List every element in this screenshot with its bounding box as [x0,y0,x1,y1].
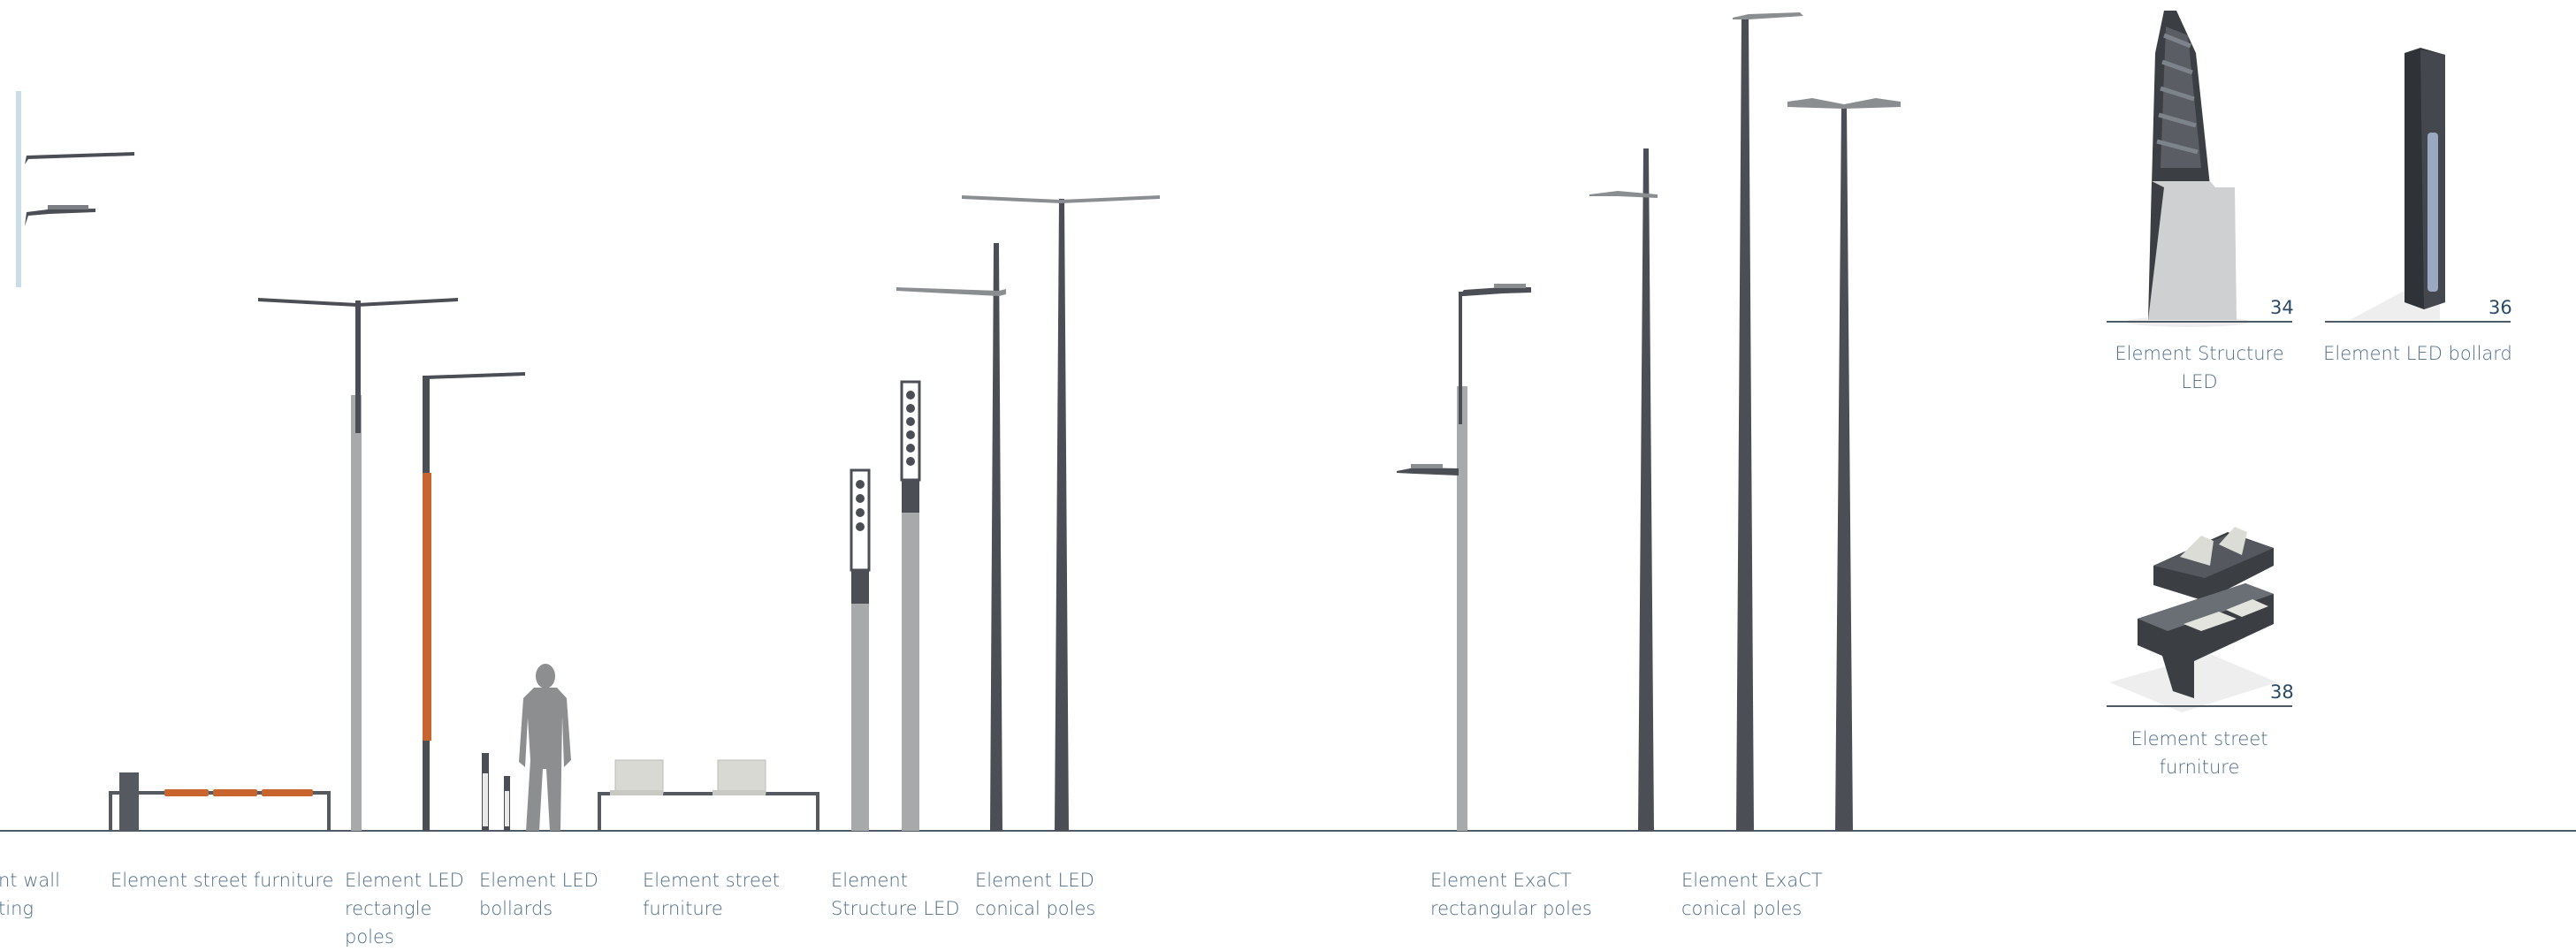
caption-line: conical poles [975,898,1096,919]
street-furniture-product-thumbnail [2109,527,2277,712]
exact-conical-pole-double-illustration [1787,98,1901,831]
caption-line: conical poles [1681,898,1802,919]
exact-conical-poles-caption: Element ExaCT conical poles [1681,866,1823,923]
caption-line: rectangle [345,898,432,919]
product-baseline-38 [2107,705,2292,707]
product-baseline-34 [2107,321,2292,323]
street-furniture-bench-illustration [109,772,331,831]
led-conical-pole-single-illustration [896,243,1006,831]
led-rectangle-pole-wood-illustration [423,372,525,831]
caption-line: Element street [2130,728,2268,749]
page-number-38: 38 [2270,681,2294,703]
structure-led-pole-short-illustration [850,468,871,831]
structure-led-pole-tall-illustration [900,380,921,831]
caption-line: poles [345,926,394,947]
caption-line: Element ExaCT [1430,870,1572,891]
street-furniture-product-caption: Element street furniture [2107,725,2292,781]
street-furniture-caption: Element street furniture [111,866,333,894]
structure-led-product-caption: Element Structure LED [2107,339,2292,396]
caption-line: Element LED [975,870,1094,891]
led-conical-poles-caption: Element LED conical poles [975,866,1095,923]
caption-line: rectangular poles [1430,898,1592,919]
led-bollard-product-thumbnail [2350,48,2445,320]
caption-line: furniture [643,898,723,919]
caption-line: Element LED [345,870,464,891]
page-number-36: 36 [2488,297,2512,318]
caption-line: Element [831,870,908,891]
wall-lighting-illustration [16,91,134,287]
led-rectangle-pole-tall-illustration [258,298,458,831]
wall-lighting-caption: nt wall ting [0,866,60,923]
exact-conical-pole-tall-illustration [1733,12,1803,831]
caption-line: Structure LED [831,898,960,919]
caption-line: furniture [2159,757,2240,778]
street-furniture-white-illustration [598,759,819,831]
caption-line: Element ExaCT [1681,870,1823,891]
product-baseline-36 [2325,321,2511,323]
exact-rectangular-poles-caption: Element ExaCT rectangular poles [1430,866,1592,923]
structure-led-product-thumbnail [2126,11,2250,327]
led-bollards-caption: Element LED bollards [479,866,598,923]
caption-line: bollards [479,898,553,919]
caption-line: Element LED bollard [2323,343,2512,364]
structure-led-caption: Element Structure LED [831,866,960,923]
led-bollards-illustration [482,753,510,831]
page-number-34: 34 [2270,297,2294,318]
person-silhouette [519,664,571,831]
exact-rectangular-pole-illustration [1397,284,1531,831]
caption-line: Element street furniture [111,870,334,891]
led-conical-pole-double-illustration [962,195,1160,831]
caption-line: LED [2181,371,2218,392]
led-bollard-product-caption: Element LED bollard [2316,339,2519,368]
exact-conical-pole-single-illustration [1589,148,1658,831]
caption-line: Element street [643,870,781,891]
caption-line: nt wall [0,870,60,891]
street-furniture-2-caption: Element street furniture [643,866,780,923]
caption-line: Element Structure [2115,343,2284,364]
caption-line: ting [0,898,34,919]
led-rectangle-poles-caption: Element LED rectangle poles [345,866,464,951]
caption-line: Element LED [479,870,598,891]
